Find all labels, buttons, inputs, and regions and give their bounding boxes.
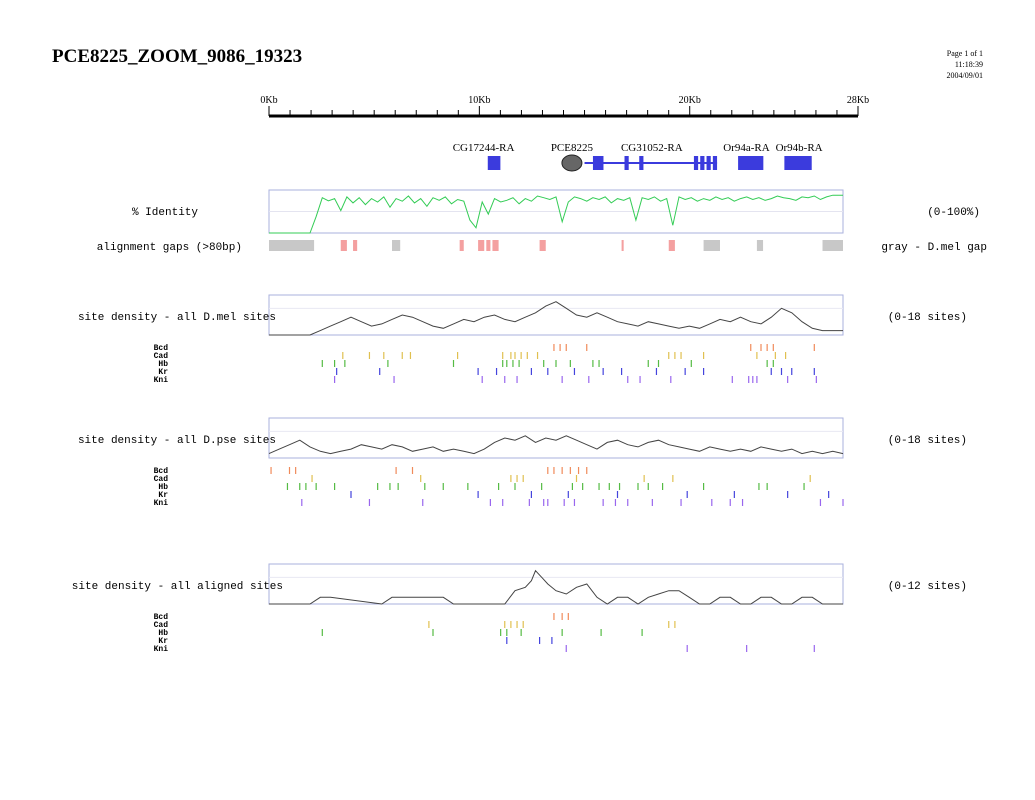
site-row-label: Bcd [154, 467, 169, 476]
density-range: (0-12 sites) [888, 581, 967, 593]
page-date: 2004/09/01 [946, 71, 983, 80]
density-range: (0-18 sites) [888, 435, 967, 447]
gap-red [459, 240, 464, 251]
gene-exon [700, 156, 705, 170]
density-label: site density - all D.mel sites [78, 312, 276, 324]
gene-exon [784, 156, 812, 170]
gap-red [340, 240, 347, 251]
ruler-tick-label: 28Kb [847, 95, 869, 106]
identity-line [269, 194, 843, 234]
gap-gray [392, 240, 401, 251]
density-line [269, 301, 843, 336]
page-time: 11:18:39 [954, 60, 983, 69]
site-row-label: Bcd [154, 344, 169, 353]
element-oval [561, 154, 583, 172]
gene-exon [738, 156, 764, 170]
gap-gray [822, 240, 843, 251]
gene-exon [487, 156, 501, 170]
gene-label: CG17244-RA [453, 142, 515, 154]
site-row-label: Kr [158, 637, 168, 646]
site-row-label: Cad [154, 475, 169, 484]
page-title: PCE8225_ZOOM_9086_19323 [52, 46, 303, 67]
site-row-label: Hb [158, 360, 168, 369]
ruler-tick-label: 10Kb [468, 95, 490, 106]
gap-red [353, 240, 358, 251]
gap-red [668, 240, 675, 251]
gene-exon [592, 156, 604, 170]
ruler-tick-label: 20Kb [679, 95, 701, 106]
site-row-label: Hb [158, 483, 168, 492]
gene-label: CG31052-RA [621, 142, 683, 154]
site-row-label: Hb [158, 629, 168, 638]
gap-red [478, 240, 485, 251]
density-line [268, 435, 844, 455]
density-line [269, 569, 843, 605]
density-label: site density - all D.pse sites [78, 435, 276, 447]
gene-exon [639, 156, 644, 170]
site-row-label: Kr [158, 491, 168, 500]
gap-red [492, 240, 499, 251]
density-panel [268, 417, 844, 459]
density-label: site density - all aligned sites [72, 581, 283, 593]
site-row-label: Kni [154, 645, 169, 654]
density-panel [268, 563, 844, 605]
gaps-right-label: gray - D.mel gap [881, 242, 987, 254]
site-row-label: Kr [158, 368, 168, 377]
ruler-tick-label: 0Kb [260, 95, 277, 106]
gene-label: PCE8225 [551, 142, 594, 154]
gene-exon [693, 156, 699, 170]
site-row-label: Kni [154, 376, 169, 385]
gene-exon [712, 156, 718, 170]
site-row-label: Bcd [154, 613, 169, 622]
density-range: (0-18 sites) [888, 312, 967, 324]
gap-red [621, 240, 624, 251]
gap-red [539, 240, 546, 251]
identity-label: % Identity [132, 207, 198, 219]
site-row-label: Kni [154, 499, 169, 508]
page-meta: Page 1 of 1 11:18:39 2004/09/01 [947, 48, 983, 81]
site-row-label: Cad [154, 352, 169, 361]
gap-gray [703, 240, 720, 251]
density-panel [268, 294, 844, 336]
identity-range: (0-100%) [927, 207, 980, 219]
site-row-label: Cad [154, 621, 169, 630]
gap-gray [269, 240, 315, 251]
gene-exon [706, 156, 711, 170]
gene-exon [624, 156, 629, 170]
gap-gray [756, 240, 764, 251]
gaps-label: alignment gaps (>80bp) [97, 242, 242, 254]
gap-red [486, 240, 491, 251]
gene-label: Or94b-RA [776, 142, 823, 154]
page-count: Page 1 of 1 [946, 49, 983, 58]
gene-label: Or94a-RA [723, 142, 769, 154]
